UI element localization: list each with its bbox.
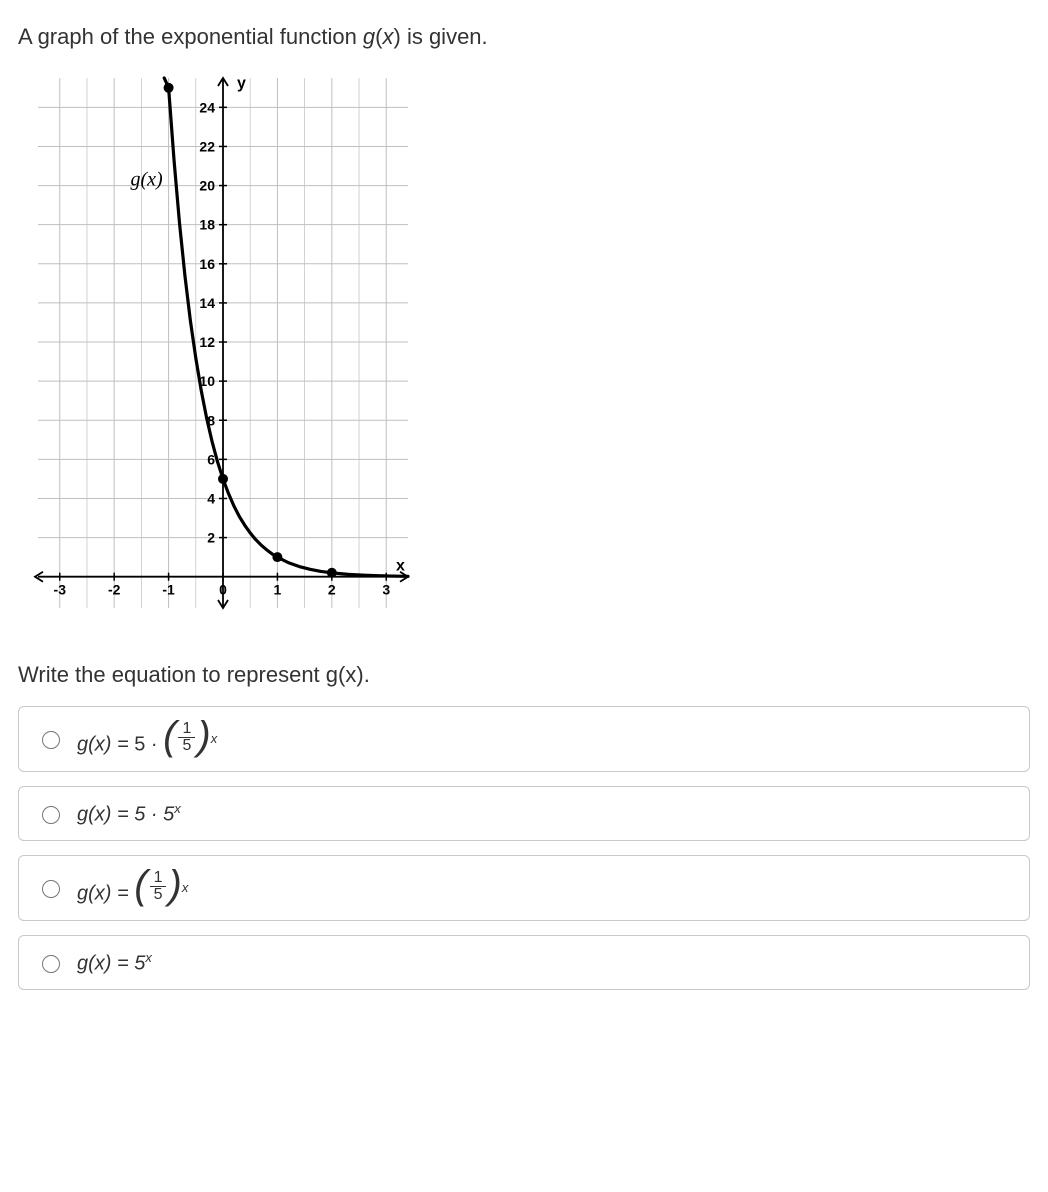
svg-text:2: 2 [207,530,215,546]
option-d[interactable]: g(x) = 5x [18,935,1030,991]
option-c-radio[interactable] [42,880,60,898]
option-a-label: g(x) = 5 · (15)x [77,721,217,757]
opt-b-text: g(x) = 5 · 5 [77,803,174,825]
option-c[interactable]: g(x) = (15)x [18,855,1030,921]
opt-c-exp: x [182,880,189,895]
sp-fn-name: g [326,662,338,687]
options-list: g(x) = 5 · (15)x g(x) = 5 · 5x g(x) = (1… [18,706,1030,990]
subprompt-text: Write the equation to represent g(x). [18,662,1030,688]
opt-a-coef: 5 [134,734,145,756]
option-a-radio[interactable] [42,731,60,749]
opt-d-exp: x [145,950,152,965]
option-b[interactable]: g(x) = 5 · 5x [18,786,1030,842]
opt-a-num: 1 [178,721,195,738]
opt-c-num: 1 [150,870,167,887]
option-d-label: g(x) = 5x [77,950,152,976]
svg-text:20: 20 [199,178,215,194]
svg-text:-1: -1 [162,582,175,598]
svg-text:14: 14 [199,295,215,311]
question-text: A graph of the exponential function g(x)… [18,24,1030,50]
sp-suffix: . [364,662,370,687]
svg-text:22: 22 [199,138,215,154]
q-suffix: is given. [401,24,488,49]
exponential-graph: -3-2-1012324681012141618202224yxg(x) [18,68,418,628]
svg-text:16: 16 [199,256,215,272]
svg-text:-3: -3 [54,582,67,598]
option-b-radio[interactable] [42,806,60,824]
q-prefix: A graph of the exponential function [18,24,363,49]
q-fn-arg: x [383,24,394,49]
opt-c-den: 5 [150,887,167,903]
svg-text:g(x): g(x) [131,169,164,191]
sp-prefix: Write the equation to represent [18,662,326,687]
svg-text:0: 0 [219,582,227,598]
opt-a-exp: x [211,731,218,746]
q-fn-name: g [363,24,375,49]
svg-text:18: 18 [199,217,215,233]
svg-text:12: 12 [199,334,215,350]
opt-d-text: g(x) = 5 [77,952,145,974]
svg-text:4: 4 [207,490,215,506]
svg-text:2: 2 [328,582,336,598]
svg-text:x: x [396,558,405,575]
sp-fn-arg: x [345,662,356,687]
svg-text:3: 3 [382,582,390,598]
option-d-radio[interactable] [42,955,60,973]
option-a[interactable]: g(x) = 5 · (15)x [18,706,1030,772]
option-c-label: g(x) = (15)x [77,870,188,906]
option-b-label: g(x) = 5 · 5x [77,801,181,827]
svg-text:y: y [237,75,246,92]
opt-a-den: 5 [178,738,195,754]
opt-b-exp: x [174,801,181,816]
chart-container: -3-2-1012324681012141618202224yxg(x) [18,68,1030,634]
svg-text:1: 1 [274,582,282,598]
svg-text:24: 24 [199,99,215,115]
svg-text:-2: -2 [108,582,121,598]
